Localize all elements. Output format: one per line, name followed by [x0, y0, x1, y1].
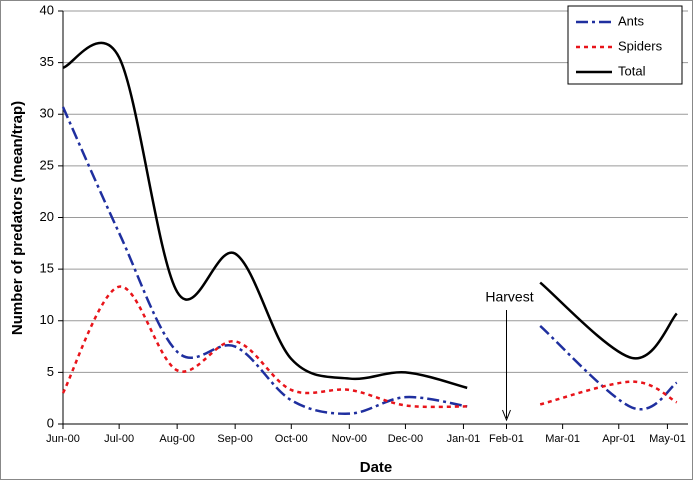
- x-tick-label: Mar-01: [545, 433, 580, 445]
- x-axis-title: Date: [360, 459, 393, 476]
- annotation-label: Harvest: [485, 289, 533, 305]
- y-tick-label: 10: [40, 312, 54, 327]
- y-axis-title: Number of predators (mean/trap): [9, 101, 26, 335]
- x-tick-label: Oct-00: [275, 433, 308, 445]
- x-tick-label: Aug-00: [159, 433, 194, 445]
- y-tick-label: 35: [40, 54, 54, 69]
- annotation-arrowhead: [502, 409, 511, 422]
- x-tick-label: May-01: [649, 433, 686, 445]
- legend-label: Ants: [618, 13, 645, 28]
- y-tick-label: 30: [40, 106, 54, 121]
- y-tick-label: 40: [40, 2, 54, 17]
- x-tick-label: Dec-00: [388, 433, 423, 445]
- x-tick-label: Jan-01: [447, 433, 481, 445]
- x-tick-label: Apr-01: [602, 433, 635, 445]
- y-tick-label: 25: [40, 157, 54, 172]
- series-line: [62, 41, 678, 390]
- legend-label: Spiders: [618, 38, 663, 53]
- y-tick-label: 5: [47, 364, 54, 379]
- y-tick-label: 15: [40, 261, 54, 276]
- x-tick-label: Nov-00: [332, 433, 367, 445]
- x-tick-label: Jun-00: [46, 433, 80, 445]
- x-tick-label: Sep-00: [217, 433, 252, 445]
- x-tick-label: Feb-01: [489, 433, 524, 445]
- y-tick-label: 0: [47, 415, 54, 430]
- series-line: [61, 285, 678, 409]
- legend-label: Total: [618, 63, 646, 78]
- x-tick-label: Jul-00: [104, 433, 134, 445]
- y-tick-label: 20: [40, 209, 54, 224]
